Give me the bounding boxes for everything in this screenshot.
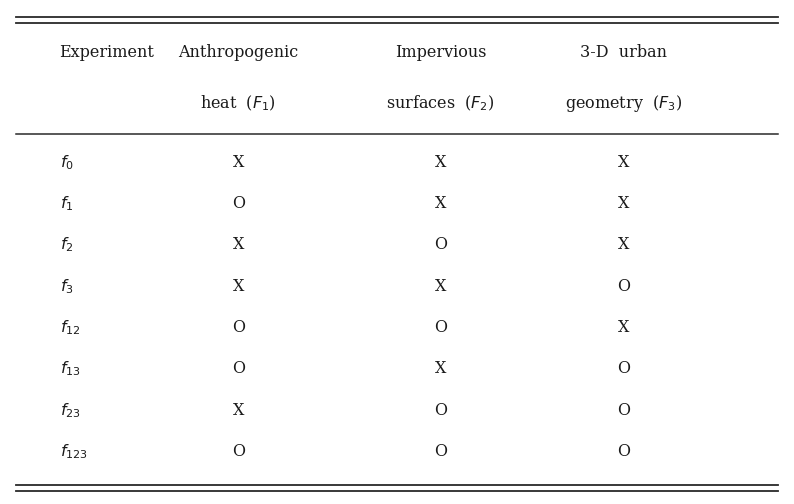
Text: O: O [617,278,630,295]
Text: Anthropogenic: Anthropogenic [178,44,299,61]
Text: O: O [434,236,447,254]
Text: $f_2$: $f_2$ [60,235,73,255]
Text: O: O [617,360,630,377]
Text: 3-D  urban: 3-D urban [580,44,667,61]
Text: X: X [435,360,446,377]
Text: O: O [232,195,245,212]
Text: $f_1$: $f_1$ [60,194,73,213]
Text: X: X [435,278,446,295]
Text: X: X [618,236,629,254]
Text: O: O [232,443,245,460]
Text: O: O [434,402,447,419]
Text: geometry  ($F_3$): geometry ($F_3$) [565,93,682,114]
Text: $f_{13}$: $f_{13}$ [60,359,80,379]
Text: Impervious: Impervious [395,44,487,61]
Text: O: O [232,360,245,377]
Text: $f_0$: $f_0$ [60,153,74,172]
Text: $f_{123}$: $f_{123}$ [60,442,87,461]
Text: X: X [618,154,629,171]
Text: X: X [435,154,446,171]
Text: O: O [617,443,630,460]
Text: X: X [435,195,446,212]
Text: O: O [434,319,447,336]
Text: $f_{23}$: $f_{23}$ [60,401,80,420]
Text: O: O [617,402,630,419]
Text: $f_{12}$: $f_{12}$ [60,318,80,337]
Text: X: X [233,402,244,419]
Text: X: X [233,236,244,254]
Text: X: X [233,278,244,295]
Text: X: X [618,319,629,336]
Text: X: X [233,154,244,171]
Text: X: X [618,195,629,212]
Text: heat  ($F_1$): heat ($F_1$) [200,94,276,113]
Text: O: O [434,443,447,460]
Text: O: O [232,319,245,336]
Text: Experiment: Experiment [60,44,154,61]
Text: surfaces  ($F_2$): surfaces ($F_2$) [387,94,495,113]
Text: $f_3$: $f_3$ [60,277,73,296]
